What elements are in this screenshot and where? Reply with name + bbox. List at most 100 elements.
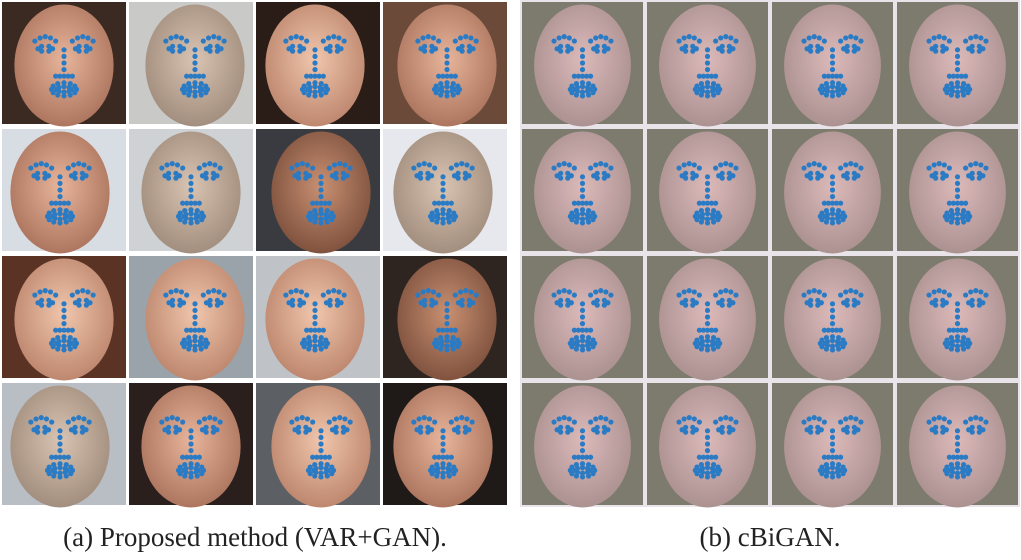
landmark <box>853 162 859 168</box>
landmark <box>61 327 67 333</box>
face-image <box>256 2 380 127</box>
landmark <box>422 43 428 49</box>
landmark <box>455 90 461 96</box>
landmark <box>90 292 96 298</box>
landmark <box>834 338 841 345</box>
landmark <box>323 344 329 350</box>
landmark <box>76 161 82 167</box>
landmark <box>177 302 183 308</box>
landmark <box>451 217 457 223</box>
landmark <box>192 307 198 314</box>
landmark <box>212 416 218 422</box>
landmark <box>216 289 222 295</box>
landmark <box>941 162 947 168</box>
landmark <box>288 35 294 41</box>
landmark <box>954 193 961 200</box>
landmark <box>188 73 194 79</box>
landmark <box>579 314 586 320</box>
landmark <box>318 180 324 187</box>
landmark <box>590 90 596 96</box>
landmark <box>452 292 458 298</box>
landmark <box>575 200 582 206</box>
landmark <box>430 35 437 41</box>
landmark <box>579 207 586 213</box>
landmark <box>565 424 571 430</box>
landmark <box>815 175 821 181</box>
landmark <box>451 471 457 477</box>
landmark <box>421 161 427 167</box>
landmark <box>558 297 564 303</box>
landmark <box>583 200 590 206</box>
landmark <box>829 66 836 73</box>
landmark <box>444 320 450 327</box>
landmark <box>976 48 982 54</box>
landmark <box>926 165 932 171</box>
landmark <box>187 84 193 91</box>
landmark <box>304 327 310 333</box>
landmark <box>326 165 332 171</box>
landmark <box>594 424 600 430</box>
landmark <box>824 338 831 345</box>
landmark <box>61 301 67 307</box>
landmark <box>569 337 575 343</box>
landmark <box>829 53 836 60</box>
landmark <box>85 289 91 295</box>
landmark <box>931 416 937 422</box>
landmark <box>708 200 715 206</box>
landmark <box>954 320 961 327</box>
landmark <box>704 211 711 217</box>
landmark <box>196 419 202 425</box>
landmark <box>180 419 186 425</box>
landmark <box>950 454 957 460</box>
landmark <box>301 83 307 89</box>
landmark <box>62 465 68 472</box>
landmark <box>579 347 586 353</box>
landmark <box>37 289 43 295</box>
landmark <box>173 288 179 294</box>
landmark <box>212 162 218 168</box>
landmark <box>459 415 465 421</box>
landmark <box>205 289 212 295</box>
landmark <box>418 424 424 430</box>
landmark <box>713 73 719 79</box>
landmark <box>290 297 296 303</box>
landmark <box>590 337 596 343</box>
landmark <box>978 289 984 295</box>
face-image <box>522 256 643 381</box>
landmark <box>197 342 203 348</box>
landmark <box>958 73 965 79</box>
landmark <box>214 297 220 303</box>
landmark <box>954 84 961 90</box>
landmark <box>838 327 844 333</box>
landmark <box>47 35 54 41</box>
landmark <box>210 175 216 181</box>
landmark <box>42 34 48 40</box>
landmark <box>690 43 696 49</box>
landmark <box>340 429 346 435</box>
landmark <box>824 465 831 472</box>
landmark <box>829 314 836 320</box>
landmark <box>312 327 318 333</box>
landmark <box>958 454 965 460</box>
landmark <box>575 327 582 333</box>
landmark <box>944 337 950 343</box>
landmark <box>312 334 318 340</box>
landmark <box>46 210 52 216</box>
landmark <box>318 474 324 480</box>
landmark <box>57 465 63 471</box>
landmark <box>449 84 455 91</box>
landmark <box>954 200 961 206</box>
landmark <box>62 211 68 218</box>
landmark <box>690 297 696 303</box>
landmark <box>954 470 961 476</box>
landmark <box>829 474 836 480</box>
landmark <box>598 34 604 40</box>
landmark <box>579 187 586 193</box>
landmark <box>946 38 952 44</box>
landmark <box>466 297 472 303</box>
landmark <box>829 343 836 349</box>
landmark <box>453 162 460 168</box>
landmark <box>965 471 971 477</box>
image-grids <box>2 0 1020 508</box>
landmark <box>843 162 849 168</box>
